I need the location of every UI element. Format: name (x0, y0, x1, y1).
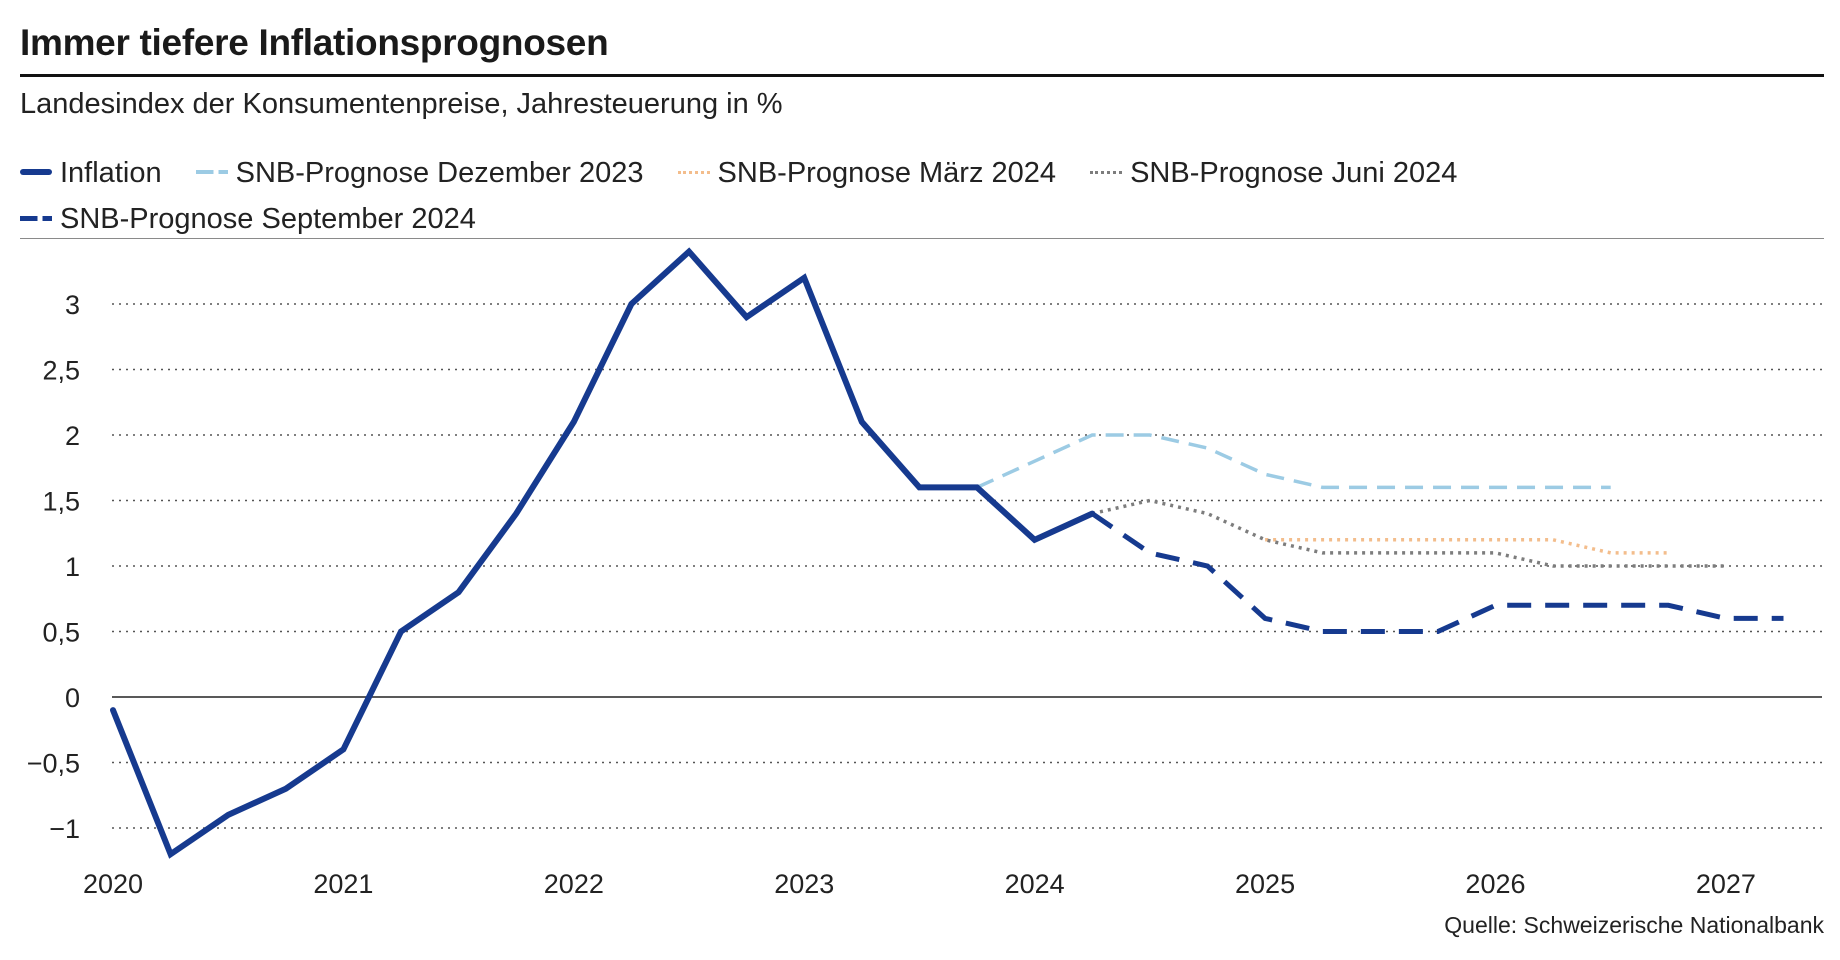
chart-subtitle: Landesindex der Konsumentenpreise, Jahre… (20, 88, 783, 120)
legend: Inflation SNB-Prognose Dezember 2023 SNB… (20, 150, 1780, 242)
legend-swatch-sept-2024 (20, 215, 52, 221)
x-tick-label-2025: 2025 (1235, 869, 1295, 899)
legend-label-maerz-2024: SNB-Prognose März 2024 (717, 157, 1057, 189)
legend-label-inflation: Inflation (60, 157, 162, 189)
x-tick-label-2027: 2027 (1696, 869, 1756, 899)
legend-swatch-maerz-2024 (677, 170, 710, 174)
y-tick-label-7: 2,5 (42, 356, 80, 386)
x-tick-label-2021: 2021 (313, 869, 373, 899)
legend-label-juni-2024: SNB-Prognose Juni 2024 (1130, 157, 1458, 189)
legend-swatch-dez-2023 (195, 170, 228, 175)
plot-top-divider (20, 238, 1824, 239)
x-tick-label-2026: 2026 (1465, 869, 1525, 899)
legend-swatch-inflation (20, 169, 52, 176)
legend-item-maerz-2024: SNB-Prognose März 2024 (677, 150, 1057, 196)
chart-title: Immer tiefere Inflationsprognosen (20, 22, 609, 63)
y-tick-label-6: 2 (65, 421, 80, 451)
series-line-snb-prognose-juni-2024 (1091, 498, 1726, 568)
x-tick-label-2020: 2020 (83, 869, 143, 899)
y-tick-label-4: 1 (65, 552, 80, 582)
series-line-snb-prognose-m-rz-2024 (1265, 538, 1669, 555)
gridlines (112, 303, 1822, 829)
legend-item-sept-2024: SNB-Prognose September 2024 (20, 196, 476, 242)
series-line-snb-prognose-dezember-2023 (976, 433, 1611, 490)
y-tick-label-2: 0 (65, 683, 80, 713)
series-lines (110, 247, 1784, 859)
series-line-inflation (110, 247, 1096, 859)
title-divider (20, 74, 1824, 77)
legend-label-sept-2024: SNB-Prognose September 2024 (60, 203, 476, 235)
x-tick-label-2023: 2023 (774, 869, 834, 899)
x-axis-ticks: 2020 2021 2022 2023 2024 2025 2026 2027 (83, 869, 1756, 899)
legend-swatch-juni-2024 (1090, 170, 1123, 174)
x-tick-label-2022: 2022 (544, 869, 604, 899)
y-tick-label-3: 0,5 (42, 618, 80, 648)
legend-label-dez-2023: SNB-Prognose Dezember 2023 (235, 157, 644, 189)
legend-item-dez-2023: SNB-Prognose Dezember 2023 (195, 150, 644, 196)
y-tick-label-1: −0,5 (27, 749, 80, 779)
x-tick-label-2024: 2024 (1005, 869, 1065, 899)
legend-item-inflation: Inflation (20, 150, 162, 196)
series-line-snb-prognose-september-2024 (1090, 511, 1784, 634)
y-axis-ticks: −1 −0,5 0 0,5 1 1,5 2 2,5 3 (27, 290, 80, 844)
y-tick-label-8: 3 (65, 290, 80, 320)
y-tick-label-0: −1 (49, 814, 80, 844)
y-tick-label-5: 1,5 (42, 487, 80, 517)
source-note: Quelle: Schweizerische Nationalbank (1444, 912, 1824, 938)
legend-item-juni-2024: SNB-Prognose Juni 2024 (1090, 150, 1457, 196)
